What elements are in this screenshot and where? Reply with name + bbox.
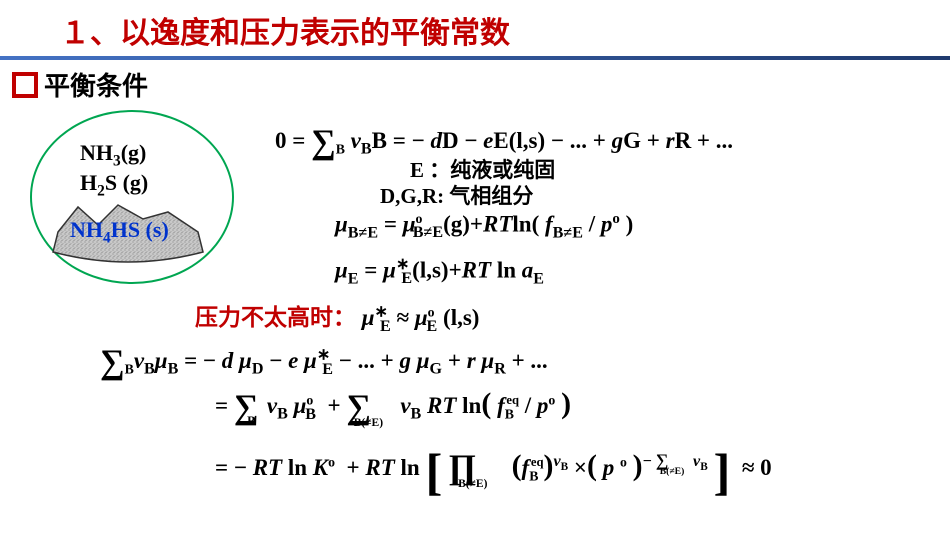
phase-diagram: NH3(g) H2S (g) NH4HS (s) [30, 110, 235, 285]
solid-label: NH4HS (s) [70, 217, 169, 247]
gas-label-nh3: NH3(g) [80, 140, 146, 170]
gas-label-h2s: H2S (g) [80, 170, 148, 200]
note-dgr-gas: D,G,R: 气相组分 [380, 180, 533, 210]
section-title: 平衡条件 [44, 66, 148, 103]
equation-expand-b: = − RT ln Ko + RT ln [ ∏B(≠E) (fBeq)νB ×… [215, 438, 772, 485]
bullet-icon [12, 72, 38, 98]
equation-mu-b-not-e: μB≠E = μoB≠E(g)+RTln( fB≠E / po ) [335, 211, 633, 242]
page-title: １、以逸度和压力表示的平衡常数 [60, 8, 510, 52]
title-underline [0, 56, 950, 60]
pressure-note: 压力不太高时： [195, 304, 356, 330]
equation-mu-e: μE = μ∗E(l,s)+RT ln aE [335, 254, 544, 288]
equation-sum-nu-mu: ∑BνBμB = − d μD − e μ∗E − ... + g μG + r… [100, 338, 548, 379]
pressure-note-row: 压力不太高时： μ∗E ≈ μoE (l,s) [195, 298, 479, 336]
equation-expand-a: = ∑BνB μoB + ∑B(≠E)νB RT ln( fBeq / po ) [215, 383, 571, 424]
equation-sum-nu-b: 0 = ∑B νBB = − dD − eE(l,s) − ... + gG +… [275, 118, 733, 159]
